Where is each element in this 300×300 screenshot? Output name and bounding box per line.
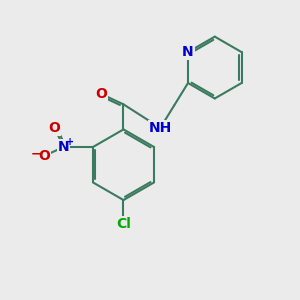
Text: −: − (31, 148, 41, 161)
Text: O: O (38, 149, 50, 163)
Text: N: N (182, 45, 194, 59)
Text: O: O (49, 121, 61, 135)
Text: Cl: Cl (116, 217, 131, 231)
Text: NH: NH (149, 121, 172, 135)
Text: +: + (66, 137, 74, 147)
Text: N: N (58, 140, 69, 154)
Text: O: O (95, 87, 107, 101)
